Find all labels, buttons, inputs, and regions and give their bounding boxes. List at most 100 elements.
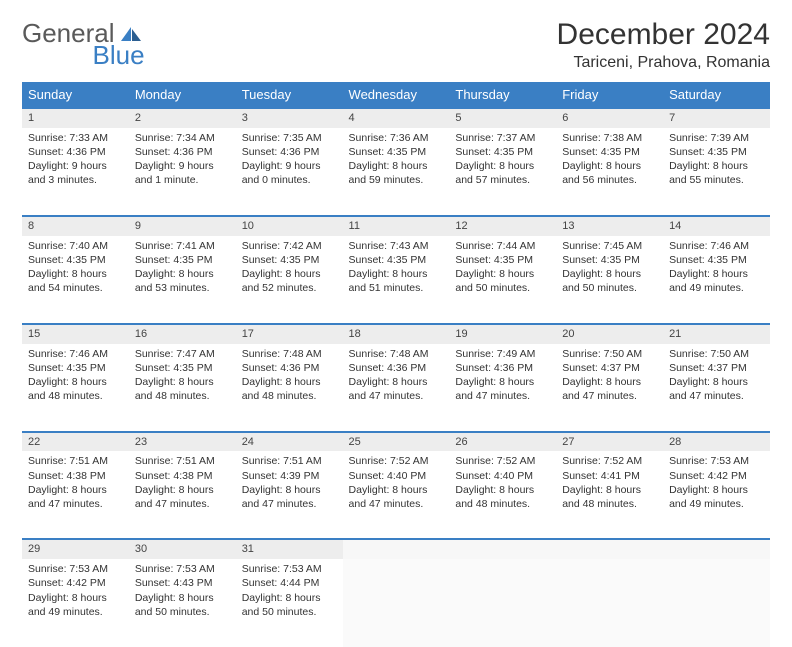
sunrise-line: Sunrise: 7:48 AM	[349, 347, 444, 361]
sunset-line: Sunset: 4:35 PM	[135, 253, 230, 267]
daylight-line: Daylight: 8 hours and 47 minutes.	[455, 375, 550, 403]
day-content-cell: Sunrise: 7:46 AMSunset: 4:35 PMDaylight:…	[22, 344, 129, 432]
day-content-cell: Sunrise: 7:48 AMSunset: 4:36 PMDaylight:…	[236, 344, 343, 432]
sunrise-line: Sunrise: 7:47 AM	[135, 347, 230, 361]
day-number-cell: 3	[236, 108, 343, 128]
day-number-cell: 1	[22, 108, 129, 128]
day-content-cell: Sunrise: 7:42 AMSunset: 4:35 PMDaylight:…	[236, 236, 343, 324]
weekday-header: Thursday	[449, 82, 556, 108]
daylight-line: Daylight: 8 hours and 49 minutes.	[669, 483, 764, 511]
sunrise-line: Sunrise: 7:52 AM	[349, 454, 444, 468]
sunset-line: Sunset: 4:35 PM	[669, 145, 764, 159]
day-number-cell	[343, 539, 450, 559]
day-content-row: Sunrise: 7:40 AMSunset: 4:35 PMDaylight:…	[22, 236, 770, 324]
day-content-cell: Sunrise: 7:35 AMSunset: 4:36 PMDaylight:…	[236, 128, 343, 216]
sunrise-line: Sunrise: 7:50 AM	[562, 347, 657, 361]
day-number-cell: 2	[129, 108, 236, 128]
sunset-line: Sunset: 4:38 PM	[135, 469, 230, 483]
sunset-line: Sunset: 4:36 PM	[242, 361, 337, 375]
day-content-cell: Sunrise: 7:33 AMSunset: 4:36 PMDaylight:…	[22, 128, 129, 216]
daylight-line: Daylight: 8 hours and 52 minutes.	[242, 267, 337, 295]
day-number-cell	[663, 539, 770, 559]
sunset-line: Sunset: 4:35 PM	[562, 145, 657, 159]
sunrise-line: Sunrise: 7:37 AM	[455, 131, 550, 145]
daylight-line: Daylight: 8 hours and 54 minutes.	[28, 267, 123, 295]
title-block: December 2024 Tariceni, Prahova, Romania	[557, 18, 770, 72]
day-content-cell: Sunrise: 7:44 AMSunset: 4:35 PMDaylight:…	[449, 236, 556, 324]
logo-text-blue: Blue	[93, 40, 145, 71]
day-number-cell: 6	[556, 108, 663, 128]
day-content-cell: Sunrise: 7:53 AMSunset: 4:44 PMDaylight:…	[236, 559, 343, 647]
daylight-line: Daylight: 8 hours and 50 minutes.	[242, 591, 337, 619]
day-number-cell: 21	[663, 324, 770, 344]
sunset-line: Sunset: 4:38 PM	[28, 469, 123, 483]
daylight-line: Daylight: 8 hours and 48 minutes.	[455, 483, 550, 511]
sunset-line: Sunset: 4:42 PM	[669, 469, 764, 483]
sunrise-line: Sunrise: 7:38 AM	[562, 131, 657, 145]
day-number-cell: 7	[663, 108, 770, 128]
day-number-cell: 20	[556, 324, 663, 344]
day-content-cell: Sunrise: 7:52 AMSunset: 4:40 PMDaylight:…	[343, 451, 450, 539]
sunset-line: Sunset: 4:39 PM	[242, 469, 337, 483]
day-content-row: Sunrise: 7:53 AMSunset: 4:42 PMDaylight:…	[22, 559, 770, 647]
day-number-row: 1234567	[22, 108, 770, 128]
day-content-cell: Sunrise: 7:39 AMSunset: 4:35 PMDaylight:…	[663, 128, 770, 216]
daylight-line: Daylight: 8 hours and 47 minutes.	[28, 483, 123, 511]
day-content-cell: Sunrise: 7:36 AMSunset: 4:35 PMDaylight:…	[343, 128, 450, 216]
sunset-line: Sunset: 4:35 PM	[349, 145, 444, 159]
weekday-header: Sunday	[22, 82, 129, 108]
day-number-cell: 8	[22, 216, 129, 236]
day-number-cell: 19	[449, 324, 556, 344]
sunrise-line: Sunrise: 7:34 AM	[135, 131, 230, 145]
day-number-cell: 23	[129, 432, 236, 452]
day-number-cell: 17	[236, 324, 343, 344]
sunset-line: Sunset: 4:40 PM	[349, 469, 444, 483]
day-number-cell: 31	[236, 539, 343, 559]
daylight-line: Daylight: 8 hours and 50 minutes.	[135, 591, 230, 619]
sunset-line: Sunset: 4:36 PM	[28, 145, 123, 159]
daylight-line: Daylight: 8 hours and 47 minutes.	[669, 375, 764, 403]
sunset-line: Sunset: 4:42 PM	[28, 576, 123, 590]
daylight-line: Daylight: 8 hours and 57 minutes.	[455, 159, 550, 187]
sunrise-line: Sunrise: 7:49 AM	[455, 347, 550, 361]
sunrise-line: Sunrise: 7:44 AM	[455, 239, 550, 253]
day-content-cell: Sunrise: 7:34 AMSunset: 4:36 PMDaylight:…	[129, 128, 236, 216]
day-content-cell: Sunrise: 7:51 AMSunset: 4:38 PMDaylight:…	[22, 451, 129, 539]
weekday-header: Tuesday	[236, 82, 343, 108]
day-number-cell: 10	[236, 216, 343, 236]
sunrise-line: Sunrise: 7:43 AM	[349, 239, 444, 253]
sunset-line: Sunset: 4:36 PM	[242, 145, 337, 159]
daylight-line: Daylight: 8 hours and 47 minutes.	[562, 375, 657, 403]
daylight-line: Daylight: 8 hours and 59 minutes.	[349, 159, 444, 187]
day-number-cell: 5	[449, 108, 556, 128]
day-number-cell: 9	[129, 216, 236, 236]
sunrise-line: Sunrise: 7:33 AM	[28, 131, 123, 145]
daylight-line: Daylight: 8 hours and 51 minutes.	[349, 267, 444, 295]
daylight-line: Daylight: 8 hours and 49 minutes.	[669, 267, 764, 295]
sunset-line: Sunset: 4:35 PM	[455, 253, 550, 267]
sunset-line: Sunset: 4:35 PM	[135, 361, 230, 375]
day-number-cell	[556, 539, 663, 559]
page-header: General Blue December 2024 Tariceni, Pra…	[22, 18, 770, 72]
day-content-cell	[556, 559, 663, 647]
daylight-line: Daylight: 8 hours and 47 minutes.	[349, 375, 444, 403]
sunset-line: Sunset: 4:35 PM	[349, 253, 444, 267]
sunset-line: Sunset: 4:35 PM	[28, 253, 123, 267]
sunrise-line: Sunrise: 7:51 AM	[28, 454, 123, 468]
day-number-row: 22232425262728	[22, 432, 770, 452]
daylight-line: Daylight: 8 hours and 48 minutes.	[242, 375, 337, 403]
day-number-row: 15161718192021	[22, 324, 770, 344]
sunset-line: Sunset: 4:36 PM	[135, 145, 230, 159]
daylight-line: Daylight: 8 hours and 49 minutes.	[28, 591, 123, 619]
day-content-cell: Sunrise: 7:40 AMSunset: 4:35 PMDaylight:…	[22, 236, 129, 324]
day-number-cell: 14	[663, 216, 770, 236]
day-content-cell: Sunrise: 7:49 AMSunset: 4:36 PMDaylight:…	[449, 344, 556, 432]
sunrise-line: Sunrise: 7:51 AM	[135, 454, 230, 468]
day-number-cell: 22	[22, 432, 129, 452]
sunrise-line: Sunrise: 7:42 AM	[242, 239, 337, 253]
day-number-cell: 15	[22, 324, 129, 344]
sunrise-line: Sunrise: 7:53 AM	[669, 454, 764, 468]
sunrise-line: Sunrise: 7:40 AM	[28, 239, 123, 253]
weekday-header: Saturday	[663, 82, 770, 108]
day-content-cell: Sunrise: 7:47 AMSunset: 4:35 PMDaylight:…	[129, 344, 236, 432]
